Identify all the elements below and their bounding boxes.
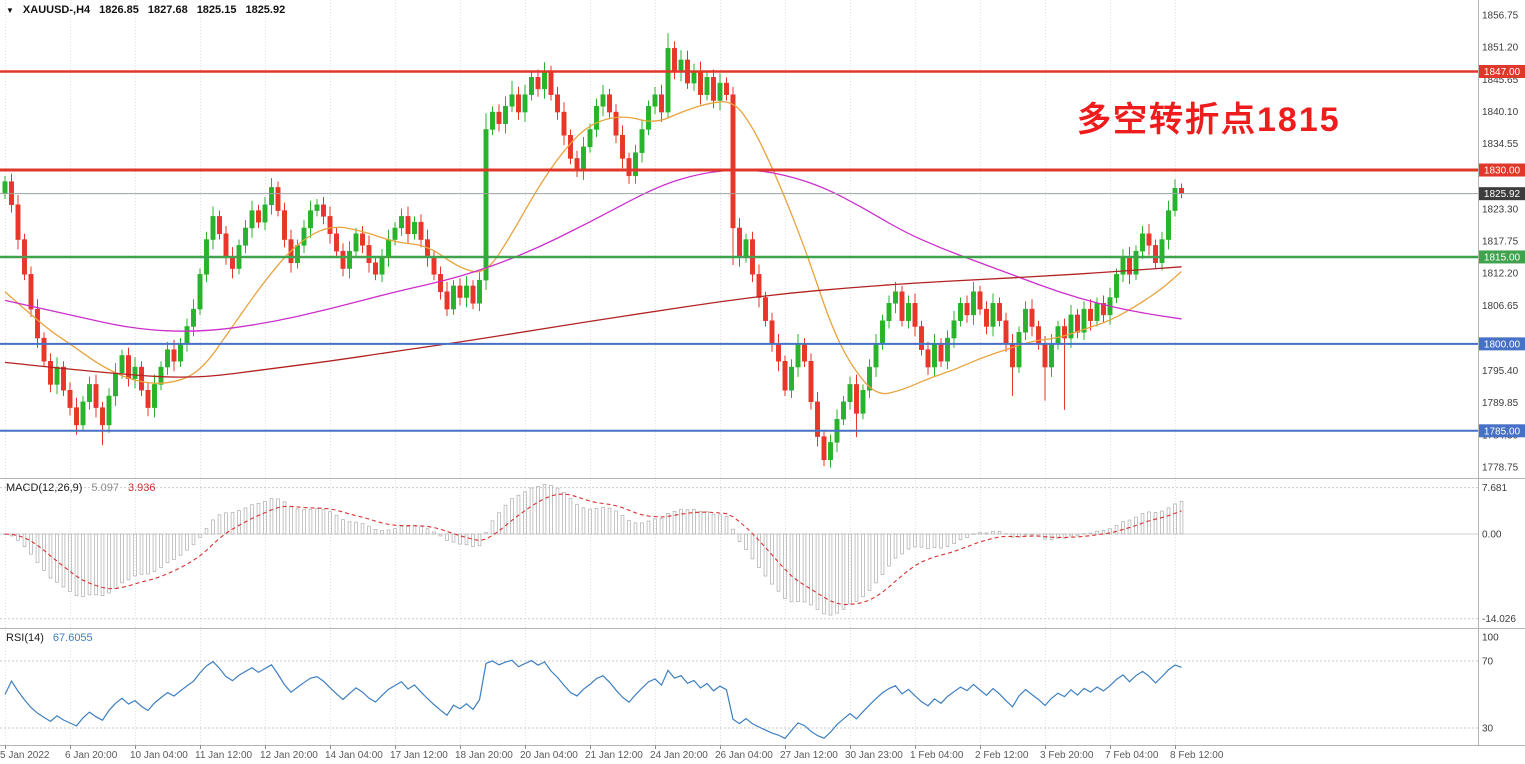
svg-text:1817.75: 1817.75 [1482, 237, 1519, 248]
ma-fast-line[interactable] [4, 101, 1182, 395]
svg-text:1789.85: 1789.85 [1482, 398, 1519, 409]
time-scale-axis[interactable] [0, 746, 1478, 764]
level-badge-1815.00 [1479, 250, 1525, 264]
svg-text:27 Jan 12:00: 27 Jan 12:00 [780, 750, 838, 761]
svg-text:30 Jan 23:00: 30 Jan 23:00 [845, 750, 903, 761]
level-badge-1847.00 [1479, 65, 1525, 79]
svg-text:-14.026: -14.026 [1482, 614, 1516, 625]
svg-text:21 Jan 12:00: 21 Jan 12:00 [585, 750, 643, 761]
level-badge-1785.00 [1479, 424, 1525, 438]
macd-panel [0, 484, 1478, 620]
svg-text:70: 70 [1482, 657, 1494, 668]
macd-main-value: 5.097 [91, 482, 119, 494]
macd-signal-line [4, 493, 1182, 606]
svg-text:24 Jan 20:00: 24 Jan 20:00 [650, 750, 708, 761]
svg-text:7.681: 7.681 [1482, 483, 1507, 494]
svg-text:5 Jan 2022: 5 Jan 2022 [0, 750, 50, 761]
time-scale-labels: 5 Jan 2022 6 Jan 20:00 10 Jan 04:00 11 Jan … [0, 745, 1224, 761]
svg-text:1823.30: 1823.30 [1482, 204, 1519, 215]
svg-text:20 Jan 04:00: 20 Jan 04:00 [520, 750, 578, 761]
svg-text:1812.20: 1812.20 [1482, 269, 1519, 280]
svg-text:26 Jan 04:00: 26 Jan 04:00 [715, 750, 773, 761]
svg-text:1845.65: 1845.65 [1482, 75, 1519, 86]
svg-text:12 Jan 20:00: 12 Jan 20:00 [260, 750, 318, 761]
current-price-badge [1479, 187, 1525, 201]
svg-text:17 Jan 12:00: 17 Jan 12:00 [390, 750, 448, 761]
svg-text:1795.40: 1795.40 [1482, 366, 1519, 377]
svg-text:14 Jan 04:00: 14 Jan 04:00 [325, 750, 383, 761]
svg-text:1 Feb 04:00: 1 Feb 04:00 [910, 750, 964, 761]
ohlc-high-value: 1827.68 [147, 4, 188, 16]
price-badges: 1847.00 1830.00 1815.00 1800.00 1785.00 1825.… [1479, 65, 1525, 438]
price-scale-labels: 1856.75 1851.20 1845.65 1840.10 1834.55 1823.… [1482, 11, 1519, 735]
ohlc-close-value: 1825.92 [245, 4, 286, 16]
svg-text:1806.65: 1806.65 [1482, 301, 1519, 312]
svg-text:1830.00: 1830.00 [1484, 166, 1521, 177]
rsi-line [4, 659, 1182, 740]
svg-text:1847.00: 1847.00 [1484, 67, 1521, 78]
svg-text:1856.75: 1856.75 [1482, 11, 1519, 22]
svg-text:1834.55: 1834.55 [1482, 139, 1519, 150]
svg-text:1840.10: 1840.10 [1482, 107, 1519, 118]
svg-text:7 Feb 04:00: 7 Feb 04:00 [1105, 750, 1159, 761]
macd-indicator-label: MACD(12,26,9) 5.097 3.936 [6, 482, 155, 494]
svg-text:3 Feb 20:00: 3 Feb 20:00 [1040, 750, 1094, 761]
symbol-period-label: XAUUSD-,H4 [22, 4, 91, 16]
svg-text:30: 30 [1482, 724, 1494, 735]
svg-text:6 Jan 20:00: 6 Jan 20:00 [65, 750, 118, 761]
level-badge-1830.00 [1479, 163, 1525, 177]
rsi-name: RSI(14) [6, 632, 44, 644]
macd-name: MACD(12,26,9) [6, 482, 83, 494]
svg-text:1825.92: 1825.92 [1484, 189, 1521, 200]
rsi-indicator-label: RSI(14) 67.6055 [6, 632, 93, 644]
grid-lines [5, 0, 1176, 745]
macd-histogram [3, 484, 1184, 616]
panel-separators [0, 0, 1525, 746]
svg-text:10 Jan 04:00: 10 Jan 04:00 [130, 750, 188, 761]
svg-text:8 Feb 12:00: 8 Feb 12:00 [1170, 750, 1224, 761]
svg-text:1785.00: 1785.00 [1484, 426, 1521, 437]
macd-signal-value: 3.936 [127, 482, 156, 494]
annotation-text[interactable]: 多空转折点1815 [1077, 101, 1341, 139]
svg-text:1851.20: 1851.20 [1482, 43, 1519, 54]
svg-text:11 Jan 12:00: 11 Jan 12:00 [195, 750, 253, 761]
price-scale-axis[interactable] [1478, 0, 1525, 745]
level-badge-1800.00 [1479, 337, 1525, 351]
rsi-panel [0, 659, 1478, 740]
ohlc-open-value: 1826.85 [99, 4, 139, 16]
svg-text:18 Jan 20:00: 18 Jan 20:00 [455, 750, 513, 761]
ma-slow-line[interactable] [4, 266, 1182, 378]
horizontal-level-lines [0, 70, 1478, 432]
svg-text:2 Feb 12:00: 2 Feb 12:00 [975, 750, 1029, 761]
symbol-dropdown-icon[interactable]: ▼ [6, 5, 14, 15]
ma-mid-line[interactable] [4, 169, 1182, 332]
svg-text:1778.75: 1778.75 [1482, 463, 1519, 474]
svg-text:0.00: 0.00 [1482, 530, 1502, 541]
ohlc-low-value: 1825.15 [196, 4, 237, 16]
chart-header: ▼ XAUUSD-,H4 1826.85 1827.68 1825.15 182… [6, 4, 285, 16]
svg-text:100: 100 [1482, 633, 1499, 644]
svg-text:1800.00: 1800.00 [1484, 339, 1521, 350]
candlesticks [2, 33, 1184, 468]
rsi-value: 67.6055 [52, 632, 93, 644]
svg-text:1815.00: 1815.00 [1484, 252, 1521, 263]
